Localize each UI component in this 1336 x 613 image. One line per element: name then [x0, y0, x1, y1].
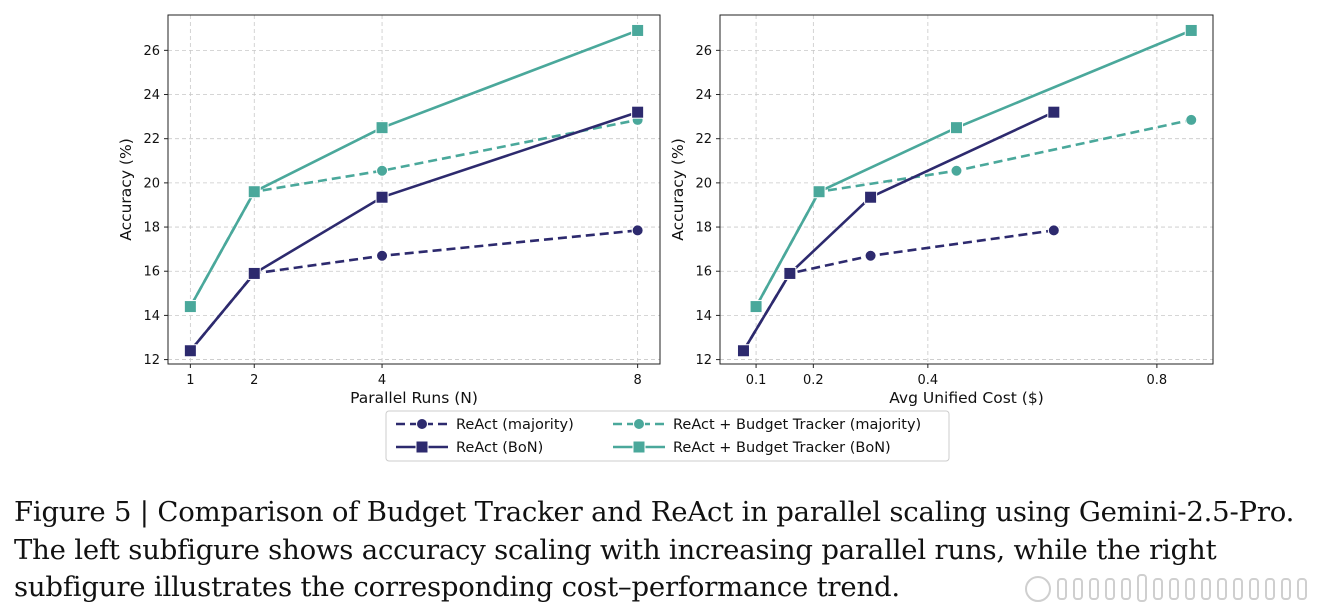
data-point-react-bon — [183, 344, 197, 358]
data-point-react-majority — [631, 224, 644, 237]
y-tick-label: 26 — [695, 44, 712, 59]
series-line-react-budget-tracker-majority — [189, 118, 638, 308]
y-tick-label: 26 — [143, 44, 160, 59]
data-point-react-budget-tracker-bon — [1184, 23, 1198, 37]
y-tick-label: 12 — [695, 353, 712, 368]
plot-area-frame — [167, 14, 661, 365]
x-axis-label: Avg Unified Cost ($) — [889, 389, 1044, 407]
y-axis-label: Accuracy (%) — [669, 138, 687, 241]
data-point-react-bon — [247, 266, 261, 280]
legend-swatch-marker — [416, 418, 428, 430]
data-point-react-budget-tracker-bon — [375, 121, 389, 135]
x-tick-label: 0.2 — [803, 373, 824, 388]
y-tick-label: 18 — [695, 221, 712, 236]
legend-entry-react-budget-tracker-majority: ReAct + Budget Tracker (majority) — [613, 417, 921, 433]
data-point-react-bon — [783, 266, 797, 280]
legend-label: ReAct (majority) — [456, 417, 574, 433]
x-axis-label: Parallel Runs (N) — [350, 389, 478, 407]
legend-box — [385, 410, 950, 462]
data-point-react-budget-tracker-bon — [183, 300, 197, 314]
data-point-react-budget-tracker-majority — [376, 164, 389, 177]
y-tick-label: 12 — [143, 353, 160, 368]
legend-label: ReAct + Budget Tracker (majority) — [673, 417, 921, 433]
legend-swatch-marker — [415, 440, 429, 454]
y-tick-label: 18 — [143, 221, 160, 236]
data-point-react-budget-tracker-bon — [812, 185, 826, 199]
legend-label: ReAct + Budget Tracker (BoN) — [673, 440, 891, 456]
x-tick-label: 2 — [250, 373, 258, 388]
data-point-react-majority — [376, 249, 389, 262]
data-point-react-majority — [864, 249, 877, 262]
x-tick-label: 0.4 — [918, 373, 939, 388]
data-point-react-bon — [631, 105, 645, 119]
series-line-react-majority — [189, 229, 638, 352]
data-point-react-bon — [375, 190, 389, 204]
legend: ReAct (majority) ReAct + Budget Tracker (… — [385, 410, 950, 462]
y-tick-label: 24 — [695, 88, 712, 103]
data-point-react-bon — [864, 190, 878, 204]
series-line-react-bon — [742, 111, 1055, 352]
y-tick-label: 16 — [143, 265, 160, 280]
y-tick-label: 22 — [695, 132, 712, 147]
x-tick-label: 4 — [378, 373, 386, 388]
x-tick-label: 0.1 — [746, 373, 767, 388]
series-line-react-budget-tracker-bon — [754, 29, 1192, 308]
y-tick-label: 14 — [143, 309, 160, 324]
data-point-react-budget-tracker-bon — [949, 121, 963, 135]
legend-entry-react-bon: ReAct (BoN) — [396, 440, 543, 456]
y-tick-label: 20 — [143, 176, 160, 191]
y-tick-label: 14 — [695, 309, 712, 324]
y-tick-label: 22 — [143, 132, 160, 147]
data-point-react-budget-tracker-bon — [631, 23, 645, 37]
x-tick-label: 8 — [633, 373, 641, 388]
figure-caption: Figure 5 | Comparison of Budget Tracker … — [14, 496, 1295, 603]
series-line-react-budget-tracker-bon — [189, 29, 639, 308]
x-tick-label: 0.8 — [1147, 373, 1168, 388]
y-axis-label: Accuracy (%) — [117, 138, 135, 241]
watermark-logo — [1025, 574, 1307, 602]
plot-area-frame — [719, 14, 1214, 365]
y-tick-label: 24 — [143, 88, 160, 103]
legend-entry-react-budget-tracker-bon: ReAct + Budget Tracker (BoN) — [613, 440, 891, 456]
right-chart-unified-cost: 12 14 16 18 20 22 24 26 0.1 0.2 0.4 0.8 Avg Unified … — [669, 14, 1214, 407]
y-tick-label: 20 — [695, 176, 712, 191]
legend-entry-react-majority: ReAct (majority) — [396, 417, 574, 433]
legend-swatch-marker — [632, 440, 646, 454]
y-tick-label: 16 — [695, 265, 712, 280]
data-point-react-majority — [1047, 224, 1060, 237]
data-point-react-bon — [736, 344, 750, 358]
series-line-react-budget-tracker-majority — [754, 118, 1192, 308]
data-point-react-budget-tracker-bon — [247, 185, 261, 199]
legend-label: ReAct (BoN) — [456, 440, 543, 456]
legend-swatch-marker — [633, 418, 645, 430]
data-point-react-budget-tracker-majority — [950, 164, 963, 177]
data-point-react-budget-tracker-bon — [749, 300, 763, 314]
data-point-react-bon — [1047, 105, 1061, 119]
data-point-react-budget-tracker-majority — [1185, 113, 1198, 126]
series-line-react-bon — [189, 110, 639, 352]
x-tick-label: 1 — [186, 373, 194, 388]
series-line-react-majority — [742, 229, 1054, 352]
